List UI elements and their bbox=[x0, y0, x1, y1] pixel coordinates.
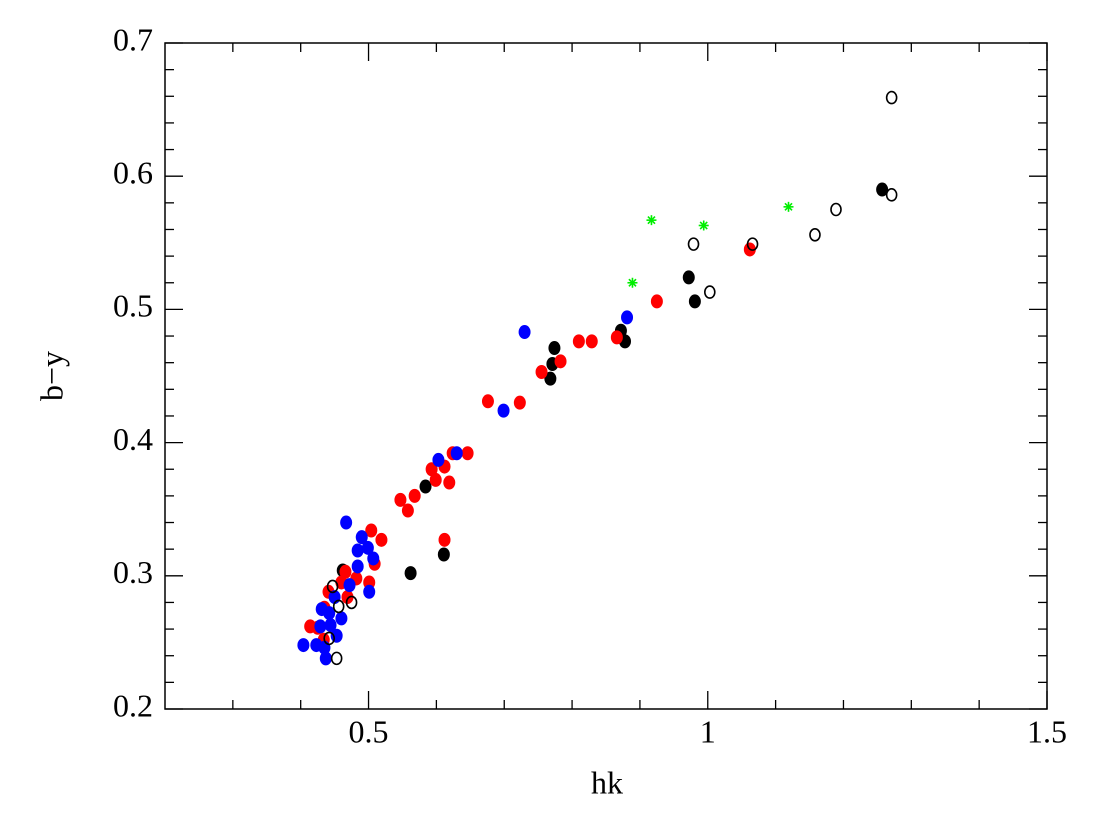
data-point bbox=[429, 472, 442, 487]
data-point bbox=[314, 619, 327, 634]
data-point bbox=[513, 395, 526, 410]
data-point bbox=[554, 354, 567, 369]
data-point bbox=[419, 479, 432, 494]
data-point bbox=[682, 270, 695, 285]
data-point bbox=[315, 602, 328, 617]
data-point bbox=[450, 446, 463, 461]
data-point bbox=[351, 543, 364, 558]
star-stroke bbox=[699, 221, 708, 230]
y-axis-label: b−y bbox=[33, 351, 69, 401]
data-point bbox=[497, 403, 510, 418]
data-point bbox=[443, 475, 456, 490]
y-tick-label: 0.3 bbox=[113, 554, 153, 590]
x-tick-label: 1 bbox=[700, 713, 716, 749]
data-point bbox=[610, 330, 623, 345]
plot-frame bbox=[164, 42, 1048, 710]
data-point bbox=[746, 237, 759, 251]
data-point bbox=[572, 334, 585, 349]
data-point bbox=[646, 215, 657, 226]
data-point bbox=[885, 90, 898, 105]
data-point bbox=[375, 532, 388, 547]
data-point bbox=[304, 619, 317, 634]
data-point bbox=[585, 334, 598, 349]
data-point bbox=[535, 365, 548, 380]
data-point bbox=[876, 182, 889, 197]
y-tick-label: 0.4 bbox=[113, 421, 153, 457]
x-tick-label: 1.5 bbox=[1027, 713, 1067, 749]
y-tick-label: 0.7 bbox=[113, 21, 153, 57]
data-point bbox=[783, 201, 794, 212]
data-point bbox=[339, 564, 352, 579]
data-point bbox=[650, 294, 663, 309]
data-point bbox=[518, 325, 531, 340]
data-point bbox=[437, 547, 450, 562]
data-point bbox=[830, 202, 842, 217]
data-point bbox=[297, 638, 310, 653]
data-point bbox=[627, 277, 638, 288]
data-point bbox=[885, 188, 898, 202]
data-point bbox=[461, 446, 474, 461]
x-axis-label: hk bbox=[591, 764, 623, 800]
data-point bbox=[341, 590, 354, 605]
data-point bbox=[688, 294, 701, 309]
y-tick-label: 0.6 bbox=[113, 155, 153, 191]
data-point bbox=[621, 310, 634, 325]
data-point bbox=[704, 285, 716, 299]
data-point bbox=[351, 559, 364, 574]
data-point bbox=[404, 566, 417, 581]
data-point bbox=[361, 540, 374, 555]
data-point bbox=[481, 394, 494, 409]
data-point bbox=[330, 651, 343, 666]
data-point bbox=[343, 578, 356, 593]
data-point bbox=[544, 371, 557, 386]
star-stroke bbox=[647, 216, 656, 225]
data-point bbox=[432, 452, 445, 467]
data-point bbox=[363, 584, 376, 599]
data-point bbox=[687, 237, 700, 251]
data-point bbox=[335, 611, 348, 626]
data-point bbox=[319, 651, 332, 666]
data-point bbox=[340, 515, 353, 530]
data-point bbox=[548, 341, 561, 356]
data-point bbox=[401, 503, 414, 518]
y-tick-label: 0.2 bbox=[113, 687, 153, 723]
data-point bbox=[324, 618, 337, 633]
data-point bbox=[698, 220, 709, 231]
star-stroke bbox=[784, 202, 793, 211]
x-tick-label: 0.5 bbox=[349, 713, 389, 749]
y-tick-label: 0.5 bbox=[113, 288, 153, 324]
data-point bbox=[394, 492, 407, 507]
data-point bbox=[408, 488, 421, 503]
data-point bbox=[326, 579, 339, 594]
data-point bbox=[367, 551, 380, 566]
data-point bbox=[345, 595, 358, 610]
data-point bbox=[355, 530, 368, 545]
data-point bbox=[425, 462, 438, 477]
data-point bbox=[310, 638, 323, 653]
data-point bbox=[809, 228, 821, 242]
data-point bbox=[332, 599, 345, 614]
data-point bbox=[438, 532, 451, 547]
data-point bbox=[323, 631, 335, 646]
data-point bbox=[365, 523, 378, 538]
star-stroke bbox=[628, 278, 637, 287]
